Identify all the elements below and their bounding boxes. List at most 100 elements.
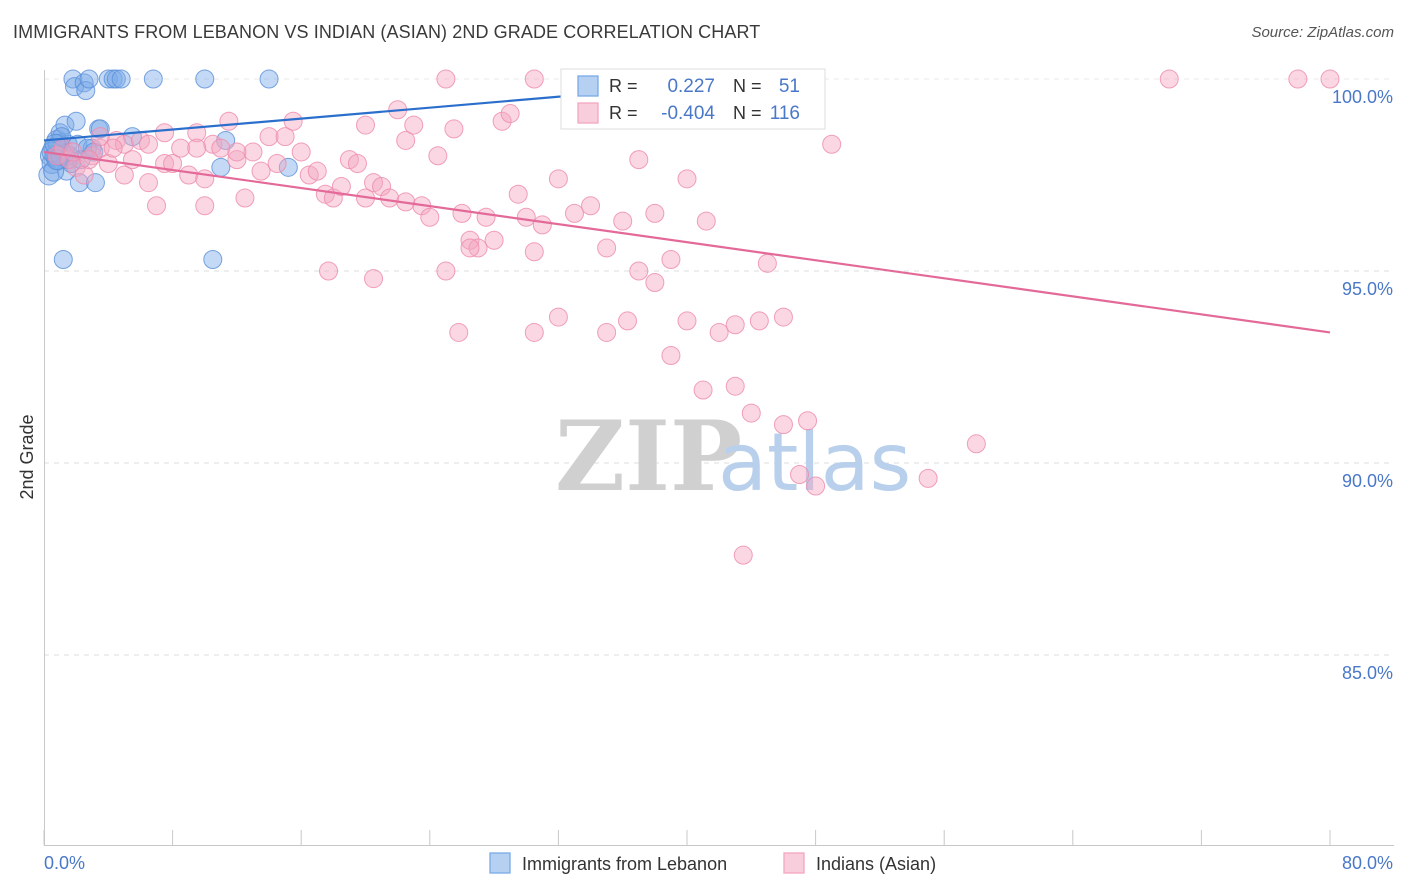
point-indian xyxy=(564,203,584,223)
point-indian xyxy=(484,230,504,250)
point-lebanon xyxy=(79,69,99,89)
point-indian xyxy=(1288,69,1308,89)
watermark-zip: ZIP xyxy=(555,400,742,513)
point-indian xyxy=(597,238,617,258)
point-indian xyxy=(524,322,544,342)
point-indian xyxy=(114,134,134,154)
stats-r-value-lebanon: 0.227 xyxy=(667,76,715,97)
stats-legend: R = 0.227 N = 51 R = -0.404 N = 116 xyxy=(560,68,826,130)
point-indian xyxy=(696,211,716,231)
point-indian xyxy=(420,207,440,227)
point-indian xyxy=(227,150,247,170)
point-lebanon xyxy=(259,69,279,89)
stats-swatch-lebanon xyxy=(577,75,599,97)
point-indian xyxy=(693,380,713,400)
point-indian xyxy=(492,111,512,131)
stats-n-value-lebanon: 51 xyxy=(779,76,800,97)
point-indian xyxy=(773,415,793,435)
point-indian xyxy=(548,307,568,327)
chart-title: IMMIGRANTS FROM LEBANON VS INDIAN (ASIAN… xyxy=(13,22,761,42)
point-indian xyxy=(307,161,327,181)
point-indian xyxy=(508,184,528,204)
legend-label-lebanon: Immigrants from Lebanon xyxy=(522,854,727,874)
point-indian xyxy=(613,211,633,231)
point-indian xyxy=(629,150,649,170)
stats-n-label-lebanon: N = xyxy=(733,76,762,96)
point-indian xyxy=(404,115,424,135)
x-ticks xyxy=(43,830,1331,845)
stats-r-label-lebanon: R = xyxy=(609,76,638,96)
stats-r-label-indian: R = xyxy=(609,103,638,123)
point-indian xyxy=(227,142,247,162)
source-label: Source: ZipAtlas.com xyxy=(1251,24,1394,41)
point-indian xyxy=(138,173,158,193)
point-indian xyxy=(532,215,552,235)
point-indian xyxy=(806,476,826,496)
y-tick-label: 100.0% xyxy=(1332,87,1393,107)
point-indian xyxy=(259,127,279,147)
point-indian xyxy=(267,153,287,173)
point-indian xyxy=(773,307,793,327)
point-indian xyxy=(179,165,199,185)
point-indian xyxy=(275,127,295,147)
point-indian xyxy=(460,238,480,258)
point-indian xyxy=(661,345,681,365)
point-indian xyxy=(211,138,231,158)
point-indian xyxy=(436,69,456,89)
point-indian xyxy=(1159,69,1179,89)
point-indian xyxy=(436,261,456,281)
point-lebanon xyxy=(278,157,298,177)
point-indian xyxy=(476,207,496,227)
point-lebanon xyxy=(63,69,83,89)
point-lebanon xyxy=(203,249,223,269)
point-indian xyxy=(733,545,753,565)
watermark: ZIP atlas xyxy=(555,400,911,513)
point-indian xyxy=(243,142,263,162)
point-lebanon xyxy=(90,119,110,139)
point-indian xyxy=(677,311,697,331)
axes xyxy=(44,70,1394,846)
point-indian xyxy=(283,111,303,131)
point-indian xyxy=(114,165,134,185)
point-indian xyxy=(235,188,255,208)
point-indian xyxy=(790,465,810,485)
legend-label-indian: Indians (Asian) xyxy=(816,854,936,874)
point-lebanon xyxy=(211,157,231,177)
point-indian xyxy=(138,134,158,154)
point-indian xyxy=(725,376,745,396)
gridlines xyxy=(44,78,1394,656)
point-indian xyxy=(741,403,761,423)
point-indian xyxy=(749,311,769,331)
legend-swatch-lebanon xyxy=(489,852,511,874)
point-indian xyxy=(155,123,175,143)
point-indian xyxy=(372,177,392,197)
x-tick-label-max: 80.0% xyxy=(1342,853,1393,873)
y-axis-title: 2nd Grade xyxy=(17,414,37,499)
point-indian xyxy=(468,238,488,258)
point-indian xyxy=(645,203,665,223)
point-lebanon xyxy=(76,81,96,101)
point-indian xyxy=(63,142,83,162)
y-tick-label: 85.0% xyxy=(1342,663,1393,683)
bottom-legend: Immigrants from Lebanon Indians (Asian) xyxy=(489,852,936,874)
legend-swatch-indian xyxy=(783,852,805,874)
y-tick-label: 95.0% xyxy=(1342,279,1393,299)
point-indian xyxy=(219,111,239,131)
point-indian xyxy=(444,119,464,139)
point-indian xyxy=(98,153,118,173)
point-indian xyxy=(661,249,681,269)
point-indian xyxy=(396,130,416,150)
trend-line-indian xyxy=(43,150,1331,334)
point-lebanon xyxy=(55,115,75,135)
point-lebanon xyxy=(111,69,131,89)
point-indian xyxy=(516,207,536,227)
point-indian xyxy=(452,203,472,223)
y-tick-labels: 85.0% 90.0% 95.0% 100.0% xyxy=(1332,87,1393,683)
point-indian xyxy=(251,161,271,181)
point-indian xyxy=(597,322,617,342)
point-indian xyxy=(548,169,568,189)
point-lebanon xyxy=(143,69,163,89)
point-indian xyxy=(725,315,745,335)
point-indian xyxy=(319,261,339,281)
